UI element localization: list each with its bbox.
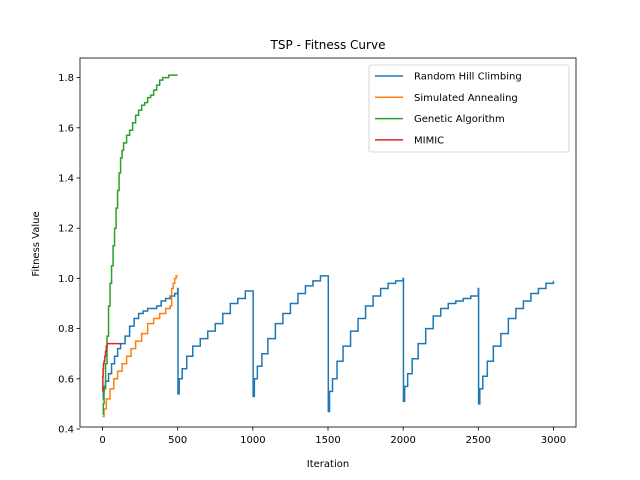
legend-label-3: Genetic Algorithm xyxy=(414,114,505,125)
x-tick-label-2: 1000 xyxy=(240,435,265,446)
y-tick-label-3: 1.0 xyxy=(58,274,74,285)
y-axis-label: Fitness Value xyxy=(31,211,42,276)
x-axis-ticks: 0 500 1000 1500 2000 2500 3000 xyxy=(99,427,566,446)
y-axis-ticks: 0.4 0.6 0.8 1.0 1.2 1.4 1.6 1.8 xyxy=(58,73,80,436)
legend-box xyxy=(368,64,570,153)
series-line-1 xyxy=(102,275,555,413)
y-tick-label-0: 0.4 xyxy=(58,425,74,436)
x-tick-label-5: 2500 xyxy=(466,435,491,446)
y-tick-label-1: 0.6 xyxy=(58,374,74,385)
series-layer xyxy=(102,74,555,418)
x-tick-label-3: 1500 xyxy=(315,435,340,446)
legend-label-2: Simulated Annealing xyxy=(414,93,518,104)
series-line-4 xyxy=(102,342,121,393)
x-tick-label-4: 2000 xyxy=(390,435,415,446)
x-tick-label-0: 0 xyxy=(99,435,105,446)
y-tick-label-5: 1.4 xyxy=(58,173,74,184)
legend-label-1: Random Hill Climbing xyxy=(414,72,522,83)
legend-label-4: MIMIC xyxy=(414,135,444,146)
y-tick-label-7: 1.8 xyxy=(58,73,74,84)
x-tick-label-6: 3000 xyxy=(541,435,566,446)
series-line-2 xyxy=(102,275,178,418)
y-tick-label-4: 1.2 xyxy=(58,224,74,235)
series-line-3 xyxy=(102,74,178,415)
y-tick-label-2: 0.8 xyxy=(58,324,74,335)
x-tick-label-1: 500 xyxy=(168,435,187,446)
x-axis-label: Iteration xyxy=(307,459,349,470)
chart-title: TSP - Fitness Curve xyxy=(270,38,386,52)
y-tick-label-6: 1.6 xyxy=(58,123,74,134)
legend: Random Hill Climbing Simulated Annealing G… xyxy=(368,64,570,153)
